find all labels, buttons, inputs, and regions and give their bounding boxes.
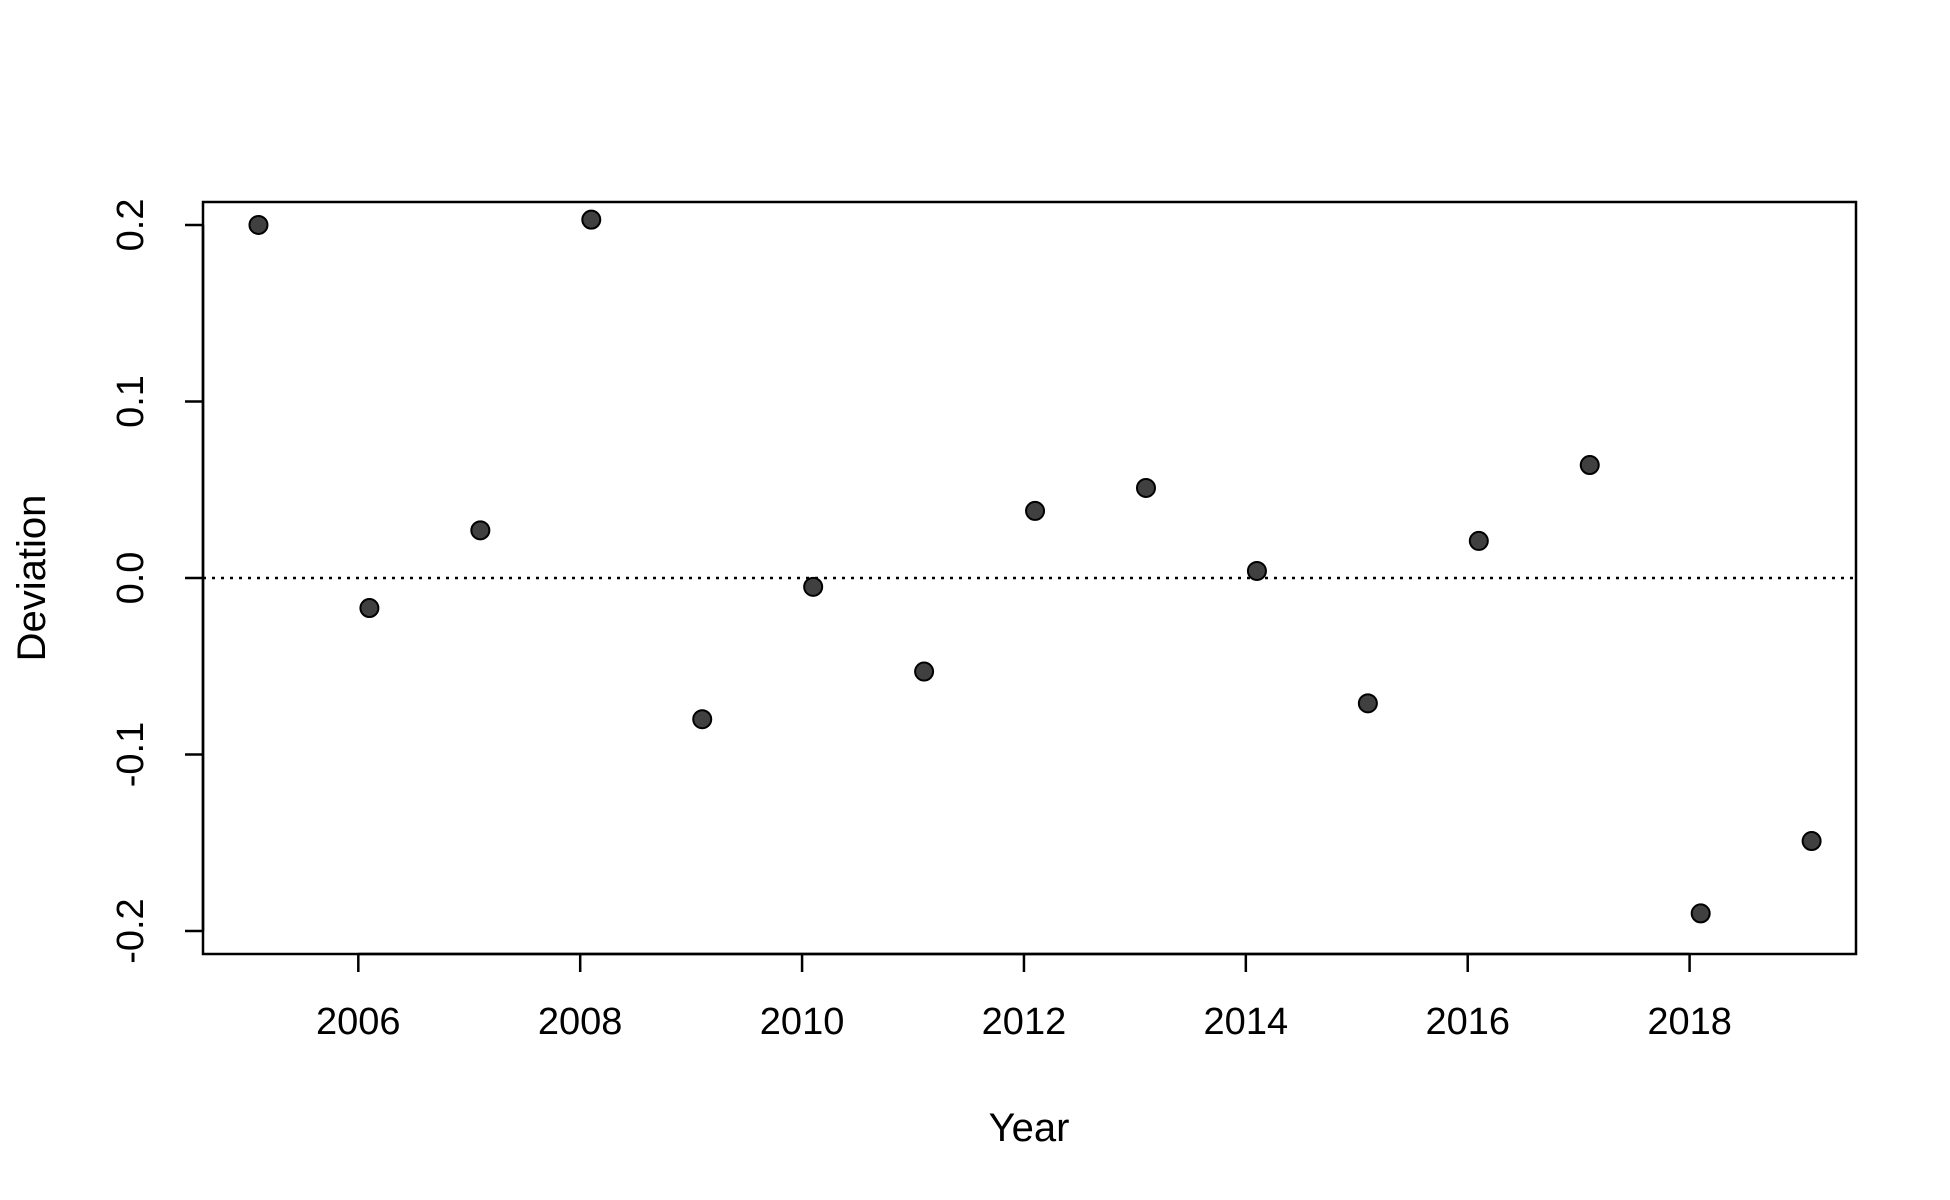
x-tick-label: 2016 <box>1425 1001 1510 1043</box>
x-axis: 2006 2008 2010 2012 2014 2016 2018 <box>316 952 1732 1043</box>
data-points <box>248 209 1822 924</box>
x-tick-label: 2014 <box>1204 1001 1289 1043</box>
data-point <box>1579 455 1600 476</box>
data-point <box>1468 530 1489 551</box>
data-point <box>692 709 713 730</box>
data-point <box>1690 903 1711 924</box>
x-tick-label: 2006 <box>316 1001 401 1043</box>
y-axis: -0.2 -0.1 0.0 0.1 0.2 <box>110 199 205 964</box>
data-point <box>803 576 824 597</box>
x-tick-label: 2012 <box>982 1001 1067 1043</box>
y-tick-label: 0.2 <box>110 199 152 252</box>
x-axis-label: Year <box>989 1106 1070 1150</box>
data-point <box>248 214 269 235</box>
data-point <box>1801 831 1822 852</box>
data-point <box>359 598 380 619</box>
data-point <box>1025 500 1046 521</box>
x-tick-label: 2008 <box>538 1001 623 1043</box>
y-tick-label: 0.1 <box>110 375 152 428</box>
data-point <box>1357 693 1378 714</box>
data-point <box>914 661 935 682</box>
x-tick-label: 2010 <box>760 1001 845 1043</box>
y-tick-label: -0.1 <box>110 722 152 787</box>
x-tick-label: 2018 <box>1647 1001 1732 1043</box>
data-point <box>1135 477 1156 498</box>
data-point <box>1246 560 1267 581</box>
data-point <box>470 520 491 541</box>
data-point <box>581 209 602 230</box>
y-tick-label: -0.2 <box>110 898 152 963</box>
y-tick-label: 0.0 <box>110 552 152 605</box>
y-axis-label: Deviation <box>10 495 54 662</box>
